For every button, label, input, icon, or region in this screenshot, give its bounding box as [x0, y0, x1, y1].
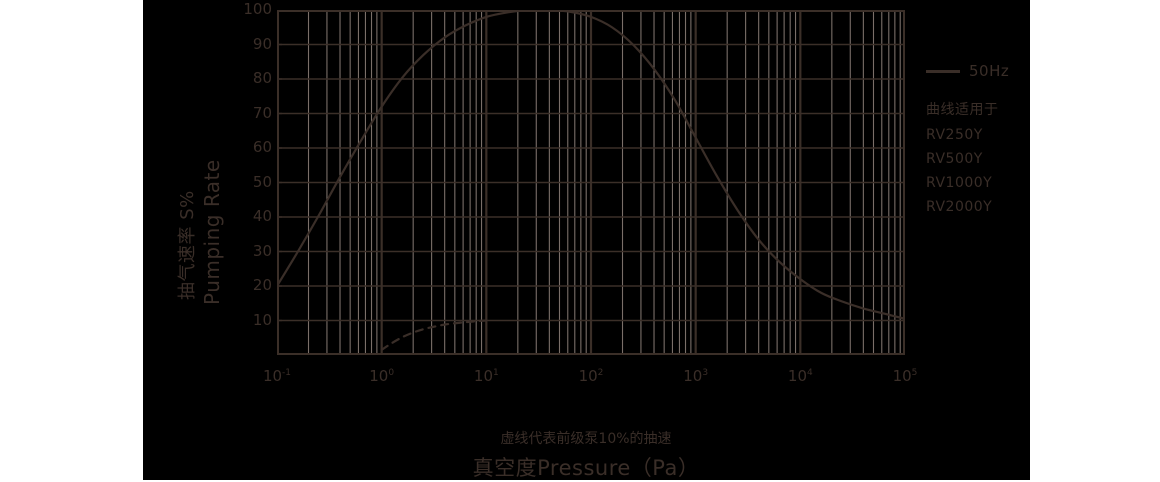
- x-tick-label: 100: [369, 367, 395, 385]
- x-tick-label: 101: [473, 367, 499, 385]
- legend-label-50hz: 50Hz: [969, 62, 1010, 80]
- y-tick-label: 10: [252, 310, 272, 329]
- series-line-dashed: [380, 319, 488, 351]
- plot-area: [277, 10, 905, 355]
- y-tick-label: 60: [252, 138, 272, 156]
- x-tick-label: 104: [787, 367, 813, 385]
- series-line-50hz: [277, 10, 905, 320]
- horizontal-gridlines: [277, 10, 905, 322]
- y-tick-label: 30: [252, 241, 272, 260]
- y-tick-label: 40: [252, 207, 272, 225]
- legend-model-rv250y: RV250Y: [926, 127, 983, 143]
- y-tick-label: 50: [252, 172, 272, 191]
- y-tick-label: 20: [252, 276, 272, 294]
- y-tick-label: 80: [252, 69, 272, 87]
- x-tick-label: 103: [683, 367, 709, 385]
- x-axis-title: 真空度Pressure（Pa）: [472, 456, 700, 480]
- y-tick-label: 90: [252, 34, 272, 53]
- legend-note: 曲线适用于: [926, 102, 999, 118]
- y-axis-ticks: [277, 10, 282, 322]
- y-axis-tick-labels: 10 20 30 40 50 60 70 80 90 100: [232, 0, 272, 480]
- y-tick-label: 100: [243, 0, 272, 18]
- chart-svg: [277, 10, 905, 355]
- legend-entry-50hz: 50Hz: [926, 62, 1036, 80]
- legend-line-swatch: [926, 69, 960, 73]
- x-tick-label: 102: [578, 367, 604, 385]
- legend-model-list: RV250Y RV500Y RV1000Y RV2000Y: [926, 127, 1036, 215]
- legend-model-rv2000y: RV2000Y: [926, 199, 993, 215]
- legend-model-rv1000y: RV1000Y: [926, 175, 993, 191]
- chart-legend: 50Hz 曲线适用于 RV250Y RV500Y RV1000Y RV2000Y: [926, 62, 1036, 215]
- x-tick-label: 105: [892, 367, 918, 385]
- dashed-line-caption: 虚线代表前级泵10%的抽速: [500, 431, 672, 447]
- legend-model-rv500y: RV500Y: [926, 151, 983, 167]
- y-tick-label: 70: [252, 103, 272, 122]
- x-tick-label: 10-1: [262, 367, 292, 385]
